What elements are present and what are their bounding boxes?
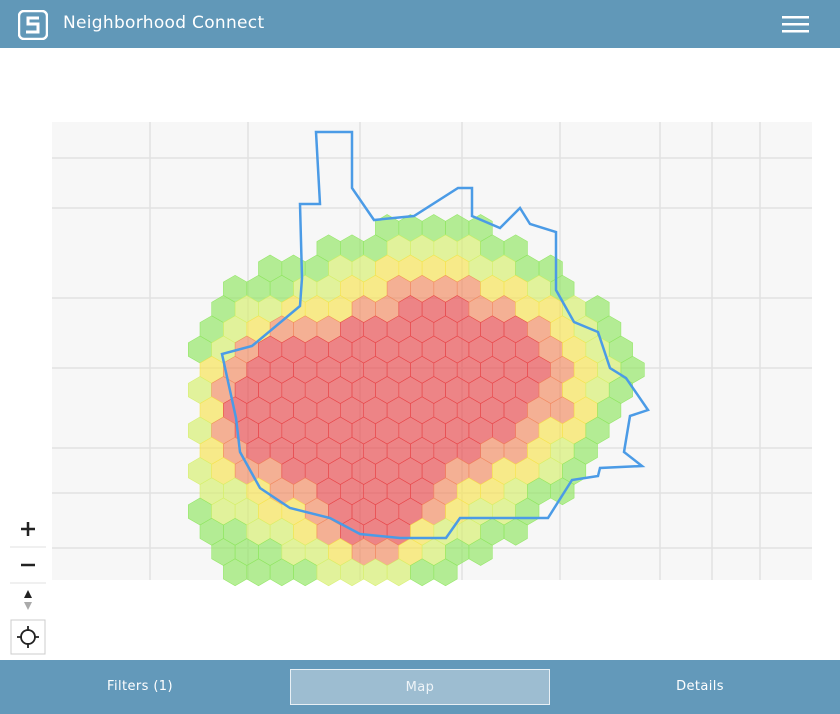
zoom-out[interactable] [10,548,46,582]
map-controls [10,512,46,655]
map[interactable] [0,48,840,660]
heat-hex [433,558,458,587]
roads [52,122,812,580]
app-title: Neighborhood Connect [63,13,265,33]
boundary [220,130,650,540]
header-bar: Neighborhood Connect [0,0,840,48]
zoom-in[interactable] [10,512,46,546]
heatmap [188,214,645,587]
tab-bar: Filters (1) Map Details [0,660,840,714]
filters-tab[interactable]: Filters (1) [107,679,173,694]
heat-hex [503,517,528,546]
compass[interactable] [24,590,32,610]
heat-hex [468,538,493,566]
locate-button[interactable] [10,619,46,655]
details-tab[interactable]: Details [676,679,724,694]
logo [18,10,48,40]
menu-button[interactable] [782,14,810,36]
map-tab[interactable]: Map [290,669,550,705]
